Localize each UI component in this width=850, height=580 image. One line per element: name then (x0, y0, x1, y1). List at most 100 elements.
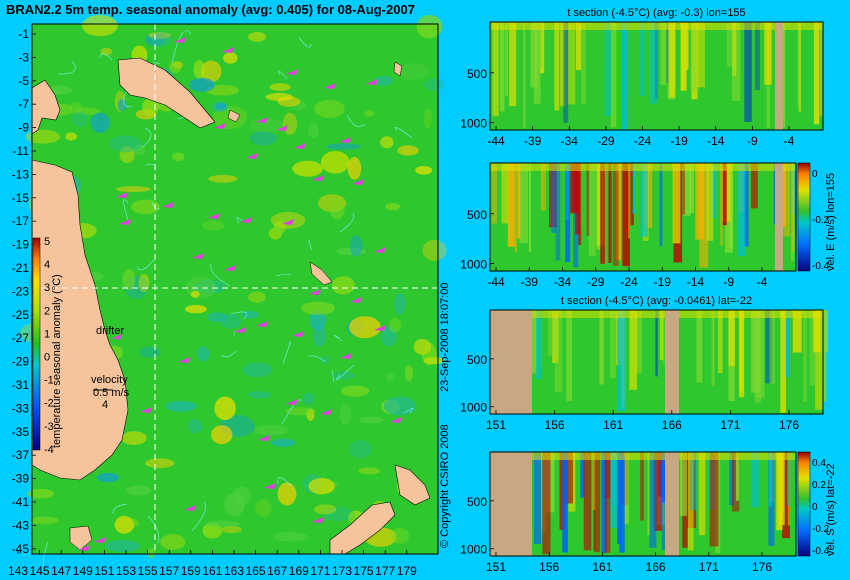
section-streak (621, 22, 627, 130)
drifter-mark (339, 137, 351, 143)
section-streak (501, 163, 509, 224)
section-x-tick-label: 176 (779, 418, 799, 432)
section-streak (539, 22, 543, 69)
map-anomaly-patch (147, 548, 156, 559)
drifter-mark (309, 289, 321, 295)
land-islands (227, 61, 403, 286)
section-streak (623, 452, 629, 524)
map-anomaly-patch (394, 292, 406, 315)
map-anomaly-patch (349, 235, 363, 257)
section-streak (592, 452, 596, 511)
map-contour (298, 36, 312, 48)
section-streak (576, 22, 582, 71)
section-x-tick-label: 156 (539, 560, 559, 574)
map-anomaly-patch (65, 132, 78, 141)
section-streak (782, 452, 790, 539)
map-lat-tick-label: -33 (12, 401, 30, 415)
section-streak (744, 22, 752, 122)
map-anomaly-patch (190, 290, 200, 298)
map-contour (333, 334, 343, 342)
section-streak (599, 310, 604, 385)
map-lat-tick-label: -35 (12, 425, 30, 439)
map-contour (123, 199, 129, 221)
map-colorbar-tick: 2 (44, 305, 50, 317)
section-streak (660, 22, 667, 85)
map-anomaly-patch (69, 102, 83, 114)
map-lon-tick-label: 155 (138, 564, 158, 578)
section-streak (782, 163, 786, 227)
map-anomaly-patch (358, 416, 384, 424)
section-streak (743, 163, 749, 247)
section-streak (803, 310, 807, 402)
section-streak (632, 163, 636, 214)
section-colorbar-tick: 0.4 (812, 458, 826, 469)
section-colorbar-tick: -0.2 (812, 215, 830, 226)
map-anomaly-patch (271, 438, 296, 447)
map-anomaly-patch (322, 507, 355, 521)
section-frame (489, 309, 824, 415)
map-anomaly-patch (185, 276, 216, 299)
map-anomaly-patch (397, 145, 419, 156)
map-anomaly-patch (151, 31, 173, 48)
section-streak (732, 22, 737, 76)
section-streak (604, 22, 612, 116)
map-lon-tick-label: 161 (202, 564, 222, 578)
section-colorbar (797, 451, 811, 557)
map-anomaly-patch (232, 486, 251, 506)
drifter-mark (286, 69, 298, 75)
drifter-mark (312, 517, 324, 523)
section-streak (709, 452, 719, 547)
section-streak (549, 163, 557, 228)
map-lat-tick-label: -17 (12, 214, 30, 228)
map-anomaly-patch (248, 291, 266, 303)
section-x-tick-label: 151 (486, 560, 506, 574)
section-x-tick-label: -14 (707, 134, 725, 148)
map-anomaly-patch (397, 63, 429, 80)
drifter-mark (78, 545, 90, 551)
section-streak (619, 452, 625, 553)
map-lat-tick-label: -29 (12, 355, 30, 369)
map-anomaly-patch (184, 304, 207, 314)
section-x-tick-label: -19 (670, 134, 688, 148)
map-contour (191, 501, 206, 532)
section-streak (564, 452, 573, 504)
section-x-tick-label: -29 (587, 275, 605, 289)
map-anomaly-patch (72, 110, 88, 128)
map-contour (277, 477, 292, 487)
drifter-mark (256, 321, 268, 327)
section-streak (630, 163, 634, 226)
map-anomaly-patch (197, 346, 210, 362)
map-anomaly-patch (292, 160, 323, 177)
section-y-tick-label: 1000 (460, 401, 487, 415)
map-contour (307, 355, 327, 363)
velocity-label: velocity (91, 374, 128, 386)
map-lon-tick-label: 145 (30, 564, 50, 578)
section-streak (779, 452, 785, 526)
section-streak (773, 163, 777, 225)
map-anomaly-patch (380, 136, 394, 149)
map-lon-tick-label: 149 (73, 564, 93, 578)
section-streak (594, 452, 601, 553)
section-streak (517, 163, 521, 239)
drifter-mark (294, 143, 306, 149)
section-streak (581, 22, 586, 104)
map-colorbar-tick: 3 (44, 282, 50, 294)
section-x-tick-label: 161 (592, 560, 612, 574)
page-title: BRAN2.2 5m temp. seasonal anomaly (avg: … (6, 2, 415, 17)
map-anomaly-patch (105, 540, 140, 552)
section-streak (690, 22, 699, 92)
section-streak (659, 310, 664, 360)
section-streak (575, 163, 581, 235)
map-anomaly-patch (90, 112, 110, 133)
section-streak (530, 22, 538, 88)
section-x-tick-label: -39 (524, 134, 542, 148)
map-anomaly-patch (423, 356, 445, 365)
map-lon-tick-label: 173 (332, 564, 352, 578)
map-anomaly-patch (385, 203, 401, 211)
section-streak (628, 163, 631, 239)
map-anomaly-patch (142, 97, 159, 116)
map-anomaly-patch (329, 197, 345, 220)
section-streak (822, 310, 827, 402)
section-x-tick-label: 166 (662, 418, 682, 432)
section-streak (680, 452, 687, 516)
